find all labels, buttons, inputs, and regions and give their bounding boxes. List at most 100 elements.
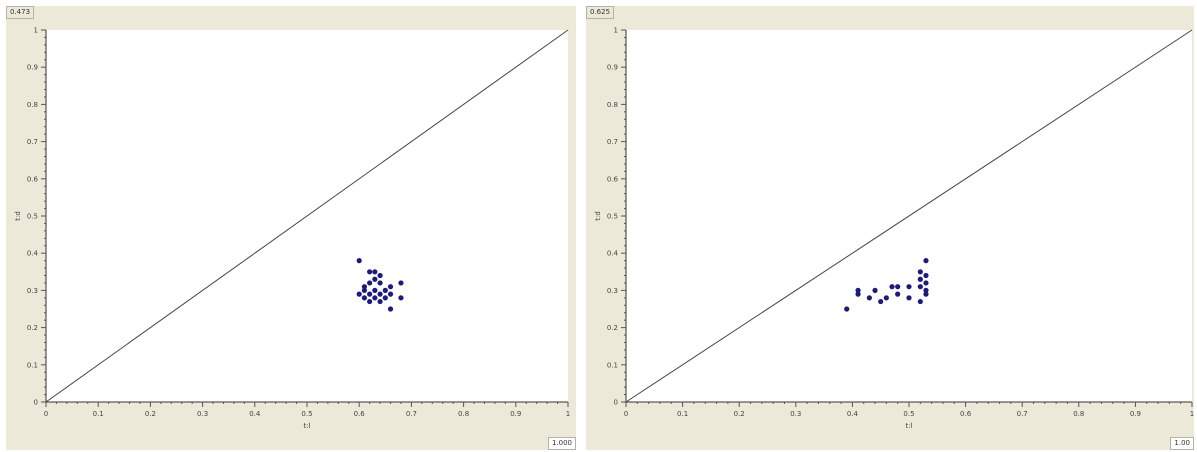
y-tick-label: 1 (614, 27, 618, 35)
y-tick-label: 0.2 (607, 324, 618, 332)
x-tick-label: 0.1 (677, 410, 688, 418)
y-tick-label: 0.3 (607, 287, 618, 295)
data-point (377, 291, 383, 297)
data-point (872, 287, 878, 293)
data-point (361, 295, 368, 301)
scatter-chart-left: 0 0.1 0.2 0.3 0.4 0.5 0.6 0.7 0.8 0.9 1 0 0.1 0.2 0.3 0… (14, 27, 570, 431)
data-point (895, 291, 901, 297)
data-point (377, 298, 383, 305)
x-axis-label: t:l (905, 422, 912, 430)
x-tick-label: 0.7 (406, 410, 417, 418)
data-point (361, 284, 368, 290)
data-point (855, 291, 861, 297)
x-tick-label: 0.5 (903, 410, 914, 418)
data-point (923, 287, 929, 293)
data-point (377, 272, 383, 279)
y-tick-label: 0.7 (607, 138, 618, 146)
x-tick-label: 0 (44, 410, 48, 418)
data-point (382, 295, 388, 301)
y-tick-label: 0.6 (607, 175, 619, 183)
data-point (382, 287, 388, 293)
data-point (387, 284, 394, 290)
y-tick-label: 0.5 (27, 213, 38, 221)
bottom-value-label: 1.00 (1170, 437, 1194, 450)
x-tick-label: 0.9 (1130, 410, 1141, 418)
y-tick-label: 0.9 (27, 64, 38, 72)
data-point (367, 291, 373, 297)
x-tick-label: 0.2 (145, 410, 156, 418)
diagonal-line (45, 29, 569, 403)
data-point (361, 287, 368, 293)
data-point (906, 284, 912, 290)
data-point (387, 306, 394, 312)
y-tick-label: 0.6 (27, 175, 39, 183)
data-point (917, 269, 923, 275)
x-axis-label: t:l (303, 422, 310, 430)
x-tick-label: 0.1 (93, 410, 104, 418)
y-axis-label: t:d (594, 211, 602, 221)
top-value-label: 0.625 (586, 6, 615, 19)
chart-panel-right: 0.625 0 0.1 0.2 0.3 0.4 0.5 0.6 0.7 0.8 0.9 1 0 0.1 0… (586, 6, 1194, 450)
data-point (356, 258, 362, 264)
data-point (372, 295, 378, 301)
x-tick-label: 1 (566, 410, 570, 418)
data-point (895, 284, 901, 290)
data-point (923, 291, 929, 297)
data-point (372, 269, 378, 275)
x-tick-label: 1 (1190, 410, 1194, 418)
y-tick-label: 1 (34, 27, 38, 35)
data-point (367, 280, 373, 286)
scatter-chart-right: 0 0.1 0.2 0.3 0.4 0.5 0.6 0.7 0.8 0.9 1 0 0.1 0.2 0.3 0… (594, 27, 1194, 431)
data-point (356, 291, 362, 297)
data-point (387, 291, 394, 297)
x-tick-label: 0.3 (790, 410, 801, 418)
x-tick-label: 0.4 (847, 410, 859, 418)
diagonal-line (625, 29, 1193, 403)
data-point (878, 298, 884, 305)
data-point (398, 280, 404, 286)
x-tick-label: 0.4 (249, 410, 261, 418)
x-tick-label: 0.3 (197, 410, 208, 418)
data-point (372, 287, 378, 293)
data-point (372, 276, 378, 282)
y-tick-label: 0 (614, 399, 618, 407)
data-point (923, 280, 929, 286)
x-tick-label: 0.6 (960, 410, 972, 418)
data-point (889, 284, 895, 290)
data-point (377, 280, 383, 286)
data-point (855, 287, 861, 293)
x-tick-label: 0.5 (301, 410, 312, 418)
x-tick-label: 0.8 (1073, 410, 1084, 418)
data-point (844, 306, 850, 312)
y-tick-label: 0.4 (607, 250, 619, 258)
y-tick-label: 0.3 (27, 287, 38, 295)
y-tick-label: 0.1 (27, 361, 38, 369)
y-tick-label: 0.8 (27, 101, 38, 109)
data-point (923, 272, 929, 279)
bottom-value-label: 1.000 (547, 437, 576, 450)
data-point (917, 298, 923, 305)
y-tick-label: 0.2 (27, 324, 38, 332)
chart-panel-left: 0.473 0 0.1 0.2 0.3 0.4 0.5 0.6 0.7 0.8 0.9 1 0 0.1 0… (6, 6, 576, 450)
y-tick-label: 0.5 (607, 213, 618, 221)
data-point (906, 295, 912, 301)
data-point (917, 284, 923, 290)
x-tick-label: 0.7 (1017, 410, 1028, 418)
x-tick-label: 0.2 (734, 410, 745, 418)
x-tick-label: 0 (624, 410, 628, 418)
x-tick-label: 0.6 (354, 410, 366, 418)
y-tick-label: 0.4 (27, 250, 39, 258)
x-tick-label: 0.9 (510, 410, 521, 418)
data-point (883, 295, 889, 301)
y-tick-label: 0.7 (27, 138, 38, 146)
y-tick-label: 0.9 (607, 64, 618, 72)
data-point (367, 298, 373, 305)
data-point (866, 295, 872, 301)
y-tick-label: 0.8 (607, 101, 618, 109)
data-point (923, 258, 929, 264)
top-value-label: 0.473 (6, 6, 35, 19)
data-point (917, 276, 923, 282)
y-axis-label: t:d (14, 211, 22, 221)
y-tick-label: 0 (34, 399, 38, 407)
x-tick-label: 0.8 (458, 410, 469, 418)
